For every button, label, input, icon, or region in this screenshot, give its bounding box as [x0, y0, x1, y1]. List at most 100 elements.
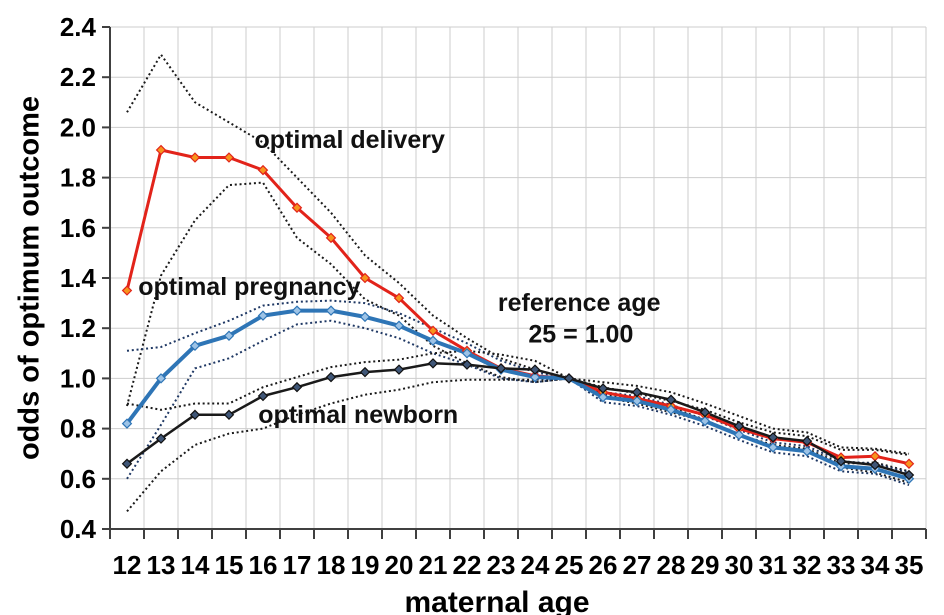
- x-tick-label: 19: [351, 550, 380, 580]
- data-point-marker: [903, 469, 915, 481]
- data-point-marker: [359, 311, 371, 323]
- data-point-marker: [393, 292, 405, 304]
- x-tick-label: 16: [249, 550, 278, 580]
- data-point-marker: [325, 305, 337, 316]
- x-tick-label: 29: [691, 550, 720, 580]
- data-point-marker: [767, 432, 779, 443]
- data-point-marker: [631, 386, 643, 398]
- label-optimal-delivery: optimal delivery: [255, 126, 445, 154]
- x-tick-label: 14: [181, 550, 210, 580]
- data-point-marker: [291, 381, 303, 393]
- data-point-marker: [257, 390, 269, 402]
- x-axis-title: maternal age: [404, 586, 590, 615]
- tick-labels: 2.42.22.01.81.61.41.21.00.80.60.412 13 14 1…: [60, 12, 924, 580]
- data-point-marker: [291, 305, 303, 316]
- data-point-marker: [427, 335, 439, 346]
- y-tick-label: 1.2: [60, 313, 96, 343]
- label-reference-age-line2: 25 = 1.00: [528, 320, 633, 348]
- data-point-marker: [393, 364, 405, 375]
- label-reference-age-line1: reference age: [498, 289, 661, 317]
- y-tick-label: 1.6: [60, 213, 96, 243]
- series-line-optimal-newborn: [126, 362, 910, 477]
- x-tick-label: 35: [895, 550, 924, 580]
- data-point-marker: [223, 330, 235, 341]
- data-point-marker: [699, 407, 711, 418]
- x-tick-label: 18: [317, 550, 346, 580]
- ci-lower-optimal-newborn: [126, 377, 910, 513]
- data-point-marker: [223, 152, 235, 163]
- data-point-marker: [733, 420, 745, 432]
- gridlines: [109, 26, 927, 530]
- data-point-marker: [325, 232, 337, 244]
- x-tick-label: 34: [861, 550, 890, 580]
- data-point-marker: [597, 391, 609, 403]
- x-tick-label: 24: [521, 550, 550, 580]
- y-tick-label: 0.8: [60, 414, 96, 444]
- ci-lower-optimal-pregnancy: [126, 319, 910, 487]
- y-tick-label: 1.4: [60, 263, 97, 293]
- data-point-marker: [359, 366, 371, 378]
- data-point-marker: [223, 409, 235, 421]
- x-tick-label: 31: [759, 550, 788, 580]
- label-optimal-pregnancy: optimal pregnancy: [138, 273, 360, 301]
- axes: [102, 26, 927, 539]
- data-point-marker: [869, 450, 881, 462]
- data-point-marker: [529, 371, 541, 383]
- data-point-marker: [529, 364, 541, 375]
- x-tick-label: 30: [725, 550, 754, 580]
- data-point-marker: [291, 202, 303, 213]
- data-point-marker: [155, 433, 167, 444]
- data-point-marker: [835, 455, 847, 467]
- y-tick-label: 0.4: [60, 514, 97, 544]
- x-tick-label: 20: [385, 550, 414, 580]
- data-point-marker: [733, 429, 745, 441]
- label-optimal-newborn: optimal newborn: [258, 401, 458, 429]
- data-point-marker: [665, 394, 677, 405]
- data-point-marker: [427, 325, 439, 336]
- data-point-marker: [393, 320, 405, 331]
- data-point-marker: [801, 435, 813, 447]
- data-point-marker: [461, 348, 473, 359]
- data-point-marker: [563, 373, 575, 384]
- x-tick-label: 27: [623, 550, 652, 580]
- ci-upper-optimal-newborn: [126, 349, 910, 455]
- data-point-marker: [427, 358, 439, 369]
- data-point-marker: [325, 371, 337, 383]
- y-tick-label: 1.8: [60, 163, 96, 193]
- data-point-marker: [359, 272, 371, 284]
- markers-optimal-newborn: [121, 358, 915, 481]
- data-point-marker: [495, 363, 507, 374]
- data-point-marker: [189, 340, 201, 352]
- x-tick-label: 25: [555, 550, 584, 580]
- x-tick-label: 17: [283, 550, 312, 580]
- x-tick-label: 26: [589, 550, 618, 580]
- ci-upper-optimal-delivery: [126, 52, 910, 456]
- data-point-marker: [121, 285, 133, 296]
- data-point-marker: [189, 152, 201, 163]
- data-point-marker: [869, 459, 881, 471]
- data-point-marker: [155, 144, 167, 156]
- x-tick-label: 12: [113, 550, 142, 580]
- data-point-marker: [665, 404, 677, 416]
- y-tick-label: 0.6: [60, 464, 96, 494]
- data-point-marker: [699, 415, 711, 427]
- y-tick-label: 1.0: [60, 363, 96, 393]
- ci-band-optimal-newborn: [126, 349, 910, 513]
- data-point-marker: [597, 383, 609, 394]
- data-point-marker: [801, 445, 813, 457]
- y-tick-label: 2.0: [60, 112, 96, 142]
- data-point-marker: [155, 373, 167, 384]
- x-tick-label: 15: [215, 550, 244, 580]
- ci-band-optimal-pregnancy: [126, 299, 910, 487]
- y-tick-label: 2.4: [60, 12, 97, 42]
- data-point-marker: [461, 359, 473, 370]
- x-tick-label: 22: [453, 550, 482, 580]
- y-axis-title: odds of optimum outcome: [13, 95, 46, 461]
- data-point-marker: [189, 409, 201, 421]
- data-point-marker: [767, 442, 779, 453]
- data-point-marker: [121, 458, 133, 469]
- data-point-marker: [257, 164, 269, 176]
- x-tick-label: 23: [487, 550, 516, 580]
- data-point-marker: [121, 418, 133, 429]
